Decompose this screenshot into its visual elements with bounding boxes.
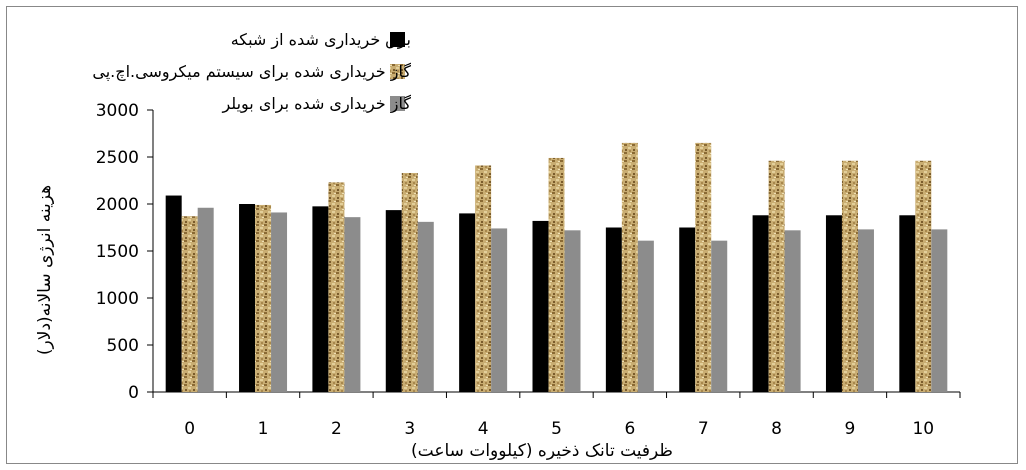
legend-swatch-3 <box>390 96 405 111</box>
bar-series-3-cat-7 <box>711 240 728 392</box>
x-axis: 0 1 2 3 4 5 6 7 8 9 10 <box>152 391 961 439</box>
x-tick-label: 8 <box>771 419 782 439</box>
y-tick-label: 1000 <box>96 289 139 309</box>
bar-series-1-cat-0 <box>165 195 182 392</box>
y-tick-label: 1500 <box>96 242 139 262</box>
bar-series-2-cat-1 <box>255 204 272 392</box>
y-tick-label: 0 <box>128 383 139 403</box>
bar-series-3-cat-0 <box>197 207 214 392</box>
bar-series-1-cat-9 <box>825 215 842 392</box>
bar-series-1-cat-1 <box>239 204 256 392</box>
legend-label-2: گاز خریداری شده برای سیستم میکروسی.اچ.پی <box>92 62 411 82</box>
x-tick-label: 6 <box>624 419 635 439</box>
bars <box>165 142 948 392</box>
bar-series-2-cat-3 <box>401 172 418 392</box>
x-tick-label: 9 <box>845 419 856 439</box>
x-tick-label: 10 <box>912 419 934 439</box>
bar-series-3-cat-9 <box>857 229 874 392</box>
bar-series-2-cat-0 <box>181 216 198 392</box>
bar-series-1-cat-5 <box>532 220 549 392</box>
bar-series-1-cat-4 <box>459 213 476 392</box>
x-tick-label: 3 <box>404 419 415 439</box>
legend-swatch-2 <box>390 64 405 79</box>
bar-series-2-cat-8 <box>768 160 785 392</box>
bar-series-3-cat-1 <box>271 212 288 392</box>
x-tick-label: 4 <box>478 419 489 439</box>
bar-series-2-cat-4 <box>475 165 492 392</box>
legend-label-3: گاز خریداری شده برای بویلر <box>221 94 411 114</box>
x-axis-title: ظرفیت تانک ذخیره (کیلووات ساعت) <box>411 441 673 461</box>
bar-series-3-cat-3 <box>417 221 434 392</box>
bar-series-3-cat-8 <box>784 230 801 392</box>
legend-swatch-1 <box>390 32 405 47</box>
bar-series-1-cat-2 <box>312 206 329 392</box>
bar-series-1-cat-10 <box>899 215 916 392</box>
bar-series-1-cat-3 <box>385 210 402 392</box>
x-tick-label: 0 <box>184 419 195 439</box>
bar-series-1-cat-8 <box>752 215 769 392</box>
y-tick-label: 2500 <box>96 148 139 168</box>
legend-label-1: برق خریداری شده از شبکه <box>231 30 411 50</box>
bar-series-1-cat-6 <box>605 227 622 392</box>
bar-series-2-cat-10 <box>915 160 932 392</box>
y-tick-label: 3000 <box>96 101 139 121</box>
legend: برق خریداری شده از شبکه گاز خریداری شده ب… <box>92 30 411 114</box>
y-tick-label: 2000 <box>96 195 139 215</box>
bar-series-2-cat-9 <box>841 160 858 392</box>
bar-series-2-cat-6 <box>621 142 638 392</box>
y-axis-title: هزینه انرژی سالانه(دلار) <box>35 185 55 355</box>
y-axis: 0 500 1000 1500 2000 2500 3000 <box>96 101 154 403</box>
y-tick-label: 500 <box>107 336 139 356</box>
bar-series-2-cat-2 <box>328 182 345 392</box>
bar-series-3-cat-6 <box>637 240 654 392</box>
bar-series-1-cat-7 <box>679 227 696 392</box>
x-tick-label: 7 <box>698 419 709 439</box>
bar-series-2-cat-7 <box>695 142 712 392</box>
x-tick-label: 5 <box>551 419 562 439</box>
x-tick-label: 2 <box>331 419 342 439</box>
bar-series-2-cat-5 <box>548 157 565 392</box>
x-tick-label: 1 <box>258 419 269 439</box>
bar-series-3-cat-5 <box>564 230 581 392</box>
bar-series-3-cat-10 <box>931 229 948 392</box>
bar-series-3-cat-2 <box>344 217 361 392</box>
bar-series-3-cat-4 <box>491 228 508 392</box>
